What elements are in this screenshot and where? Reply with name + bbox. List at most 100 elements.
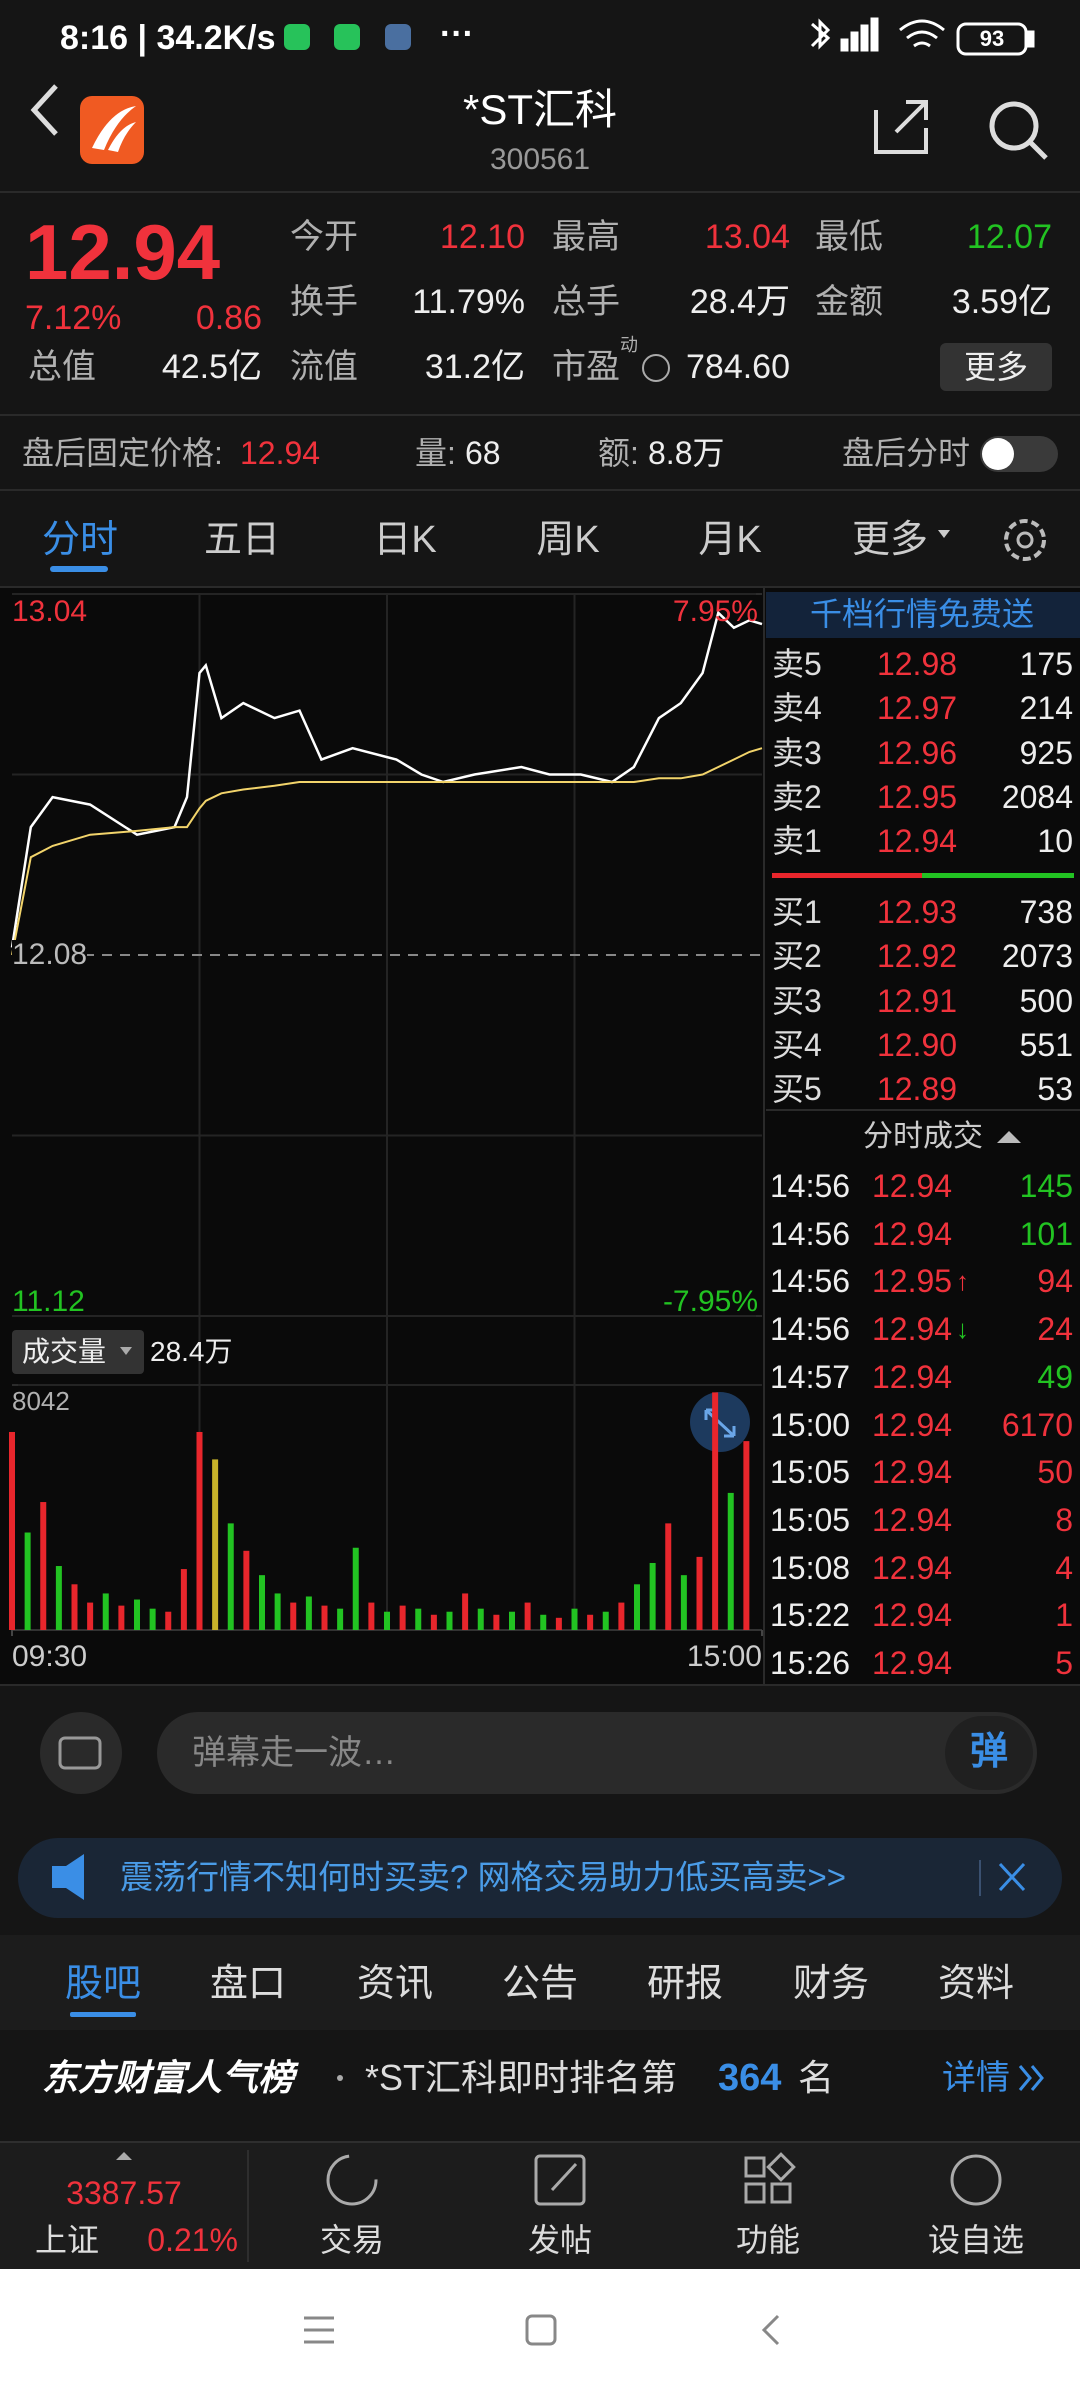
- status-more: ···: [440, 15, 474, 53]
- chart-tab[interactable]: 月K: [698, 519, 762, 561]
- settings-gear[interactable]: [1004, 519, 1046, 561]
- watchlist-icon: [950, 2154, 1002, 2206]
- dropdown-triangle: [938, 530, 950, 538]
- after-hours-amount: 8.8万: [648, 435, 725, 471]
- post-pen: [550, 2162, 578, 2192]
- index-up-triangle: [116, 2152, 132, 2160]
- pe-info-icon[interactable]: [642, 354, 670, 382]
- info-tab[interactable]: 股吧: [64, 1963, 142, 2005]
- trade-volume: 49: [1037, 1358, 1073, 1395]
- danmaku-placeholder[interactable]: 弹幕走一波…: [192, 1734, 396, 1772]
- post-icon: [534, 2154, 586, 2206]
- volume-bar: [274, 1593, 281, 1630]
- func-icon: [744, 2182, 766, 2204]
- banner-close[interactable]: [998, 1862, 1026, 1892]
- info-tab[interactable]: 财务: [792, 1963, 870, 2005]
- volume-bar: [509, 1611, 515, 1630]
- danmaku-input[interactable]: [157, 1712, 1037, 1794]
- back-button[interactable]: [30, 84, 58, 136]
- y-tick-label: 11.12: [12, 1285, 85, 1318]
- book-volume: 2084: [1001, 778, 1073, 815]
- chart-tab[interactable]: 分时: [41, 519, 119, 561]
- volume-bar: [134, 1599, 140, 1630]
- dropdown-triangle: [120, 1347, 132, 1355]
- book-price: 12.98: [876, 646, 958, 682]
- chart-tab[interactable]: 日K: [373, 519, 437, 561]
- trade-volume: 6170: [1001, 1406, 1073, 1443]
- info-tab[interactable]: 公告: [501, 1963, 579, 2005]
- index-value[interactable]: 3387.57: [66, 2175, 182, 2211]
- search-circle: [989, 101, 1039, 151]
- after-hours-price: 12.94: [240, 435, 321, 471]
- battery-tip: [1026, 30, 1035, 48]
- speaker-icon: [52, 1854, 84, 1900]
- book-volume: 53: [1037, 1071, 1073, 1108]
- chart-tab[interactable]: 周K: [536, 519, 600, 561]
- volume-bar: [696, 1556, 703, 1630]
- info-tab[interactable]: 盘口: [209, 1963, 287, 2005]
- field-value: 28.4万: [689, 283, 790, 321]
- volume-bar: [243, 1550, 250, 1630]
- nav-item[interactable]: 交易: [319, 2222, 385, 2258]
- trade-volume: 5: [1055, 1645, 1073, 1681]
- trade-time: 14:56: [770, 1168, 851, 1204]
- stock-title: *ST汇科: [462, 86, 618, 133]
- volume-bar: [321, 1605, 328, 1630]
- tab-underline: [50, 566, 108, 572]
- orderbook-title[interactable]: 千档行情免费送: [809, 596, 1035, 632]
- book-price: 12.95: [876, 778, 958, 815]
- ranking-rank: 364: [718, 2057, 782, 2099]
- more-button[interactable]: 更多: [963, 349, 1029, 385]
- book-volume: 551: [1019, 1026, 1073, 1063]
- nav-item[interactable]: 发帖: [527, 2222, 593, 2258]
- y2-tick-label: -7.95%: [662, 1285, 758, 1318]
- volume-bar: [337, 1608, 344, 1630]
- volume-bar: [352, 1547, 359, 1630]
- trade-price: 12.94: [872, 1501, 953, 1538]
- volume-label-box[interactable]: [12, 1330, 144, 1374]
- info-tab[interactable]: 研报: [646, 1963, 724, 2005]
- info-tab[interactable]: 资讯: [356, 1963, 434, 2005]
- trade-time: 14:57: [770, 1358, 851, 1395]
- wifi-icon: [899, 19, 945, 48]
- volume-total: 28.4万: [150, 1336, 233, 1367]
- book-price: 12.94: [876, 823, 958, 860]
- more-button-bg[interactable]: [940, 343, 1052, 391]
- ranking-link[interactable]: 详情: [942, 2059, 1010, 2097]
- menu-button[interactable]: [304, 2316, 334, 2344]
- trades-title[interactable]: 分时成交: [863, 1120, 983, 1153]
- danmaku-send-button[interactable]: [945, 1716, 1033, 1790]
- danmaku-send[interactable]: 弹: [969, 1731, 1009, 1773]
- detail-chevron: [1018, 2065, 1044, 2091]
- trade-price: 12.94: [872, 1454, 953, 1491]
- promo-banner[interactable]: 震荡行情不知何时买卖? 网格交易助力低买高卖>>: [120, 1858, 847, 1896]
- book-price: 12.96: [876, 734, 958, 771]
- trade-time: 15:00: [770, 1406, 851, 1443]
- volume-bar: [618, 1602, 625, 1630]
- field-label: 今开: [290, 218, 358, 256]
- chart-tab[interactable]: 更多: [851, 519, 929, 561]
- nav-item[interactable]: 设自选: [927, 2222, 1025, 2258]
- volume-bar: [290, 1602, 297, 1630]
- volume-bar: [24, 1532, 31, 1630]
- info-tab[interactable]: 资料: [937, 1963, 1015, 2005]
- danmaku-settings-button[interactable]: [40, 1712, 122, 1794]
- volume-bar: [212, 1459, 219, 1630]
- share-button[interactable]: [874, 100, 928, 154]
- trade-time: 14:56: [770, 1311, 851, 1348]
- nav-item[interactable]: 功能: [735, 2222, 801, 2258]
- chart-tab[interactable]: 五日: [203, 519, 281, 561]
- banner-bg[interactable]: [18, 1838, 1062, 1918]
- trade-time: 15:22: [770, 1597, 851, 1634]
- home-button[interactable]: [525, 2314, 557, 2346]
- volume-title[interactable]: 成交量: [22, 1336, 107, 1367]
- search-button[interactable]: [989, 101, 1048, 160]
- system-back-button[interactable]: [761, 2314, 780, 2346]
- volume-bar: [649, 1562, 656, 1630]
- func-icon: [744, 2156, 766, 2178]
- trade-volume: 145: [1019, 1168, 1073, 1204]
- trade-time: 14:56: [770, 1215, 851, 1252]
- status-time: 8:16 | 34.2K/s: [60, 19, 276, 57]
- y-tick-label: 13.04: [12, 595, 88, 628]
- trade-price: 12.94: [872, 1645, 953, 1681]
